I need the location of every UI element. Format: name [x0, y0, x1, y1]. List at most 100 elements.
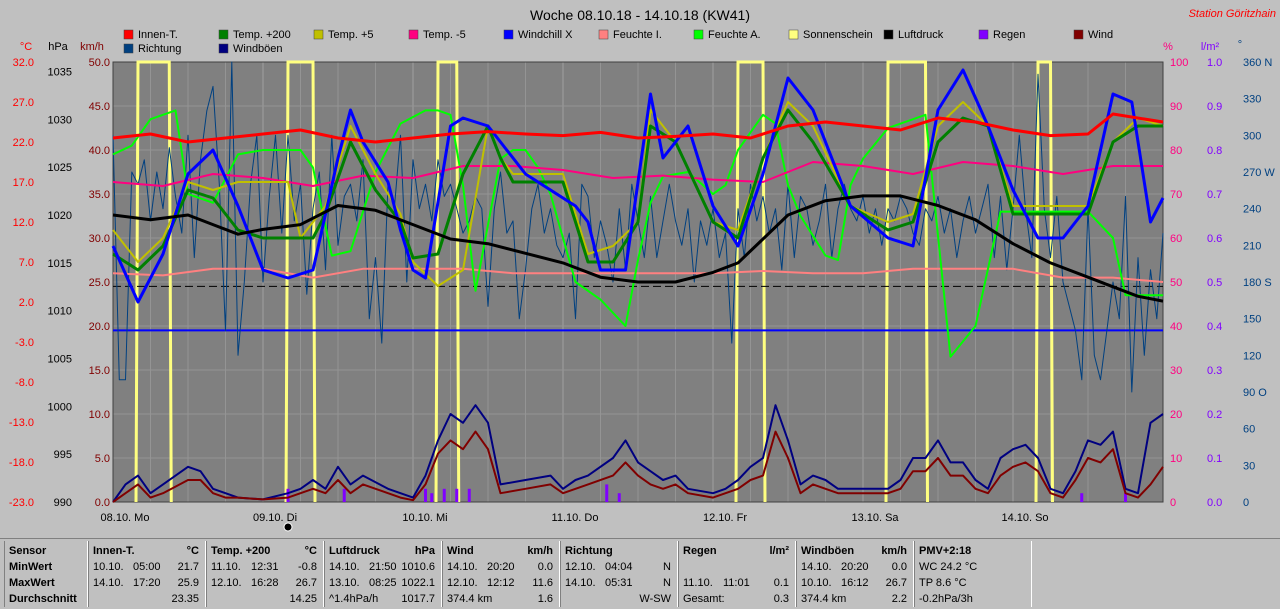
- stats-cell-time: 11:01: [723, 577, 750, 589]
- stats-cell-value: 0.0: [537, 561, 553, 573]
- stats-cell-value: 2.2: [891, 593, 907, 605]
- tick-hpa: 1020: [48, 210, 72, 222]
- chart-area: Woche 08.10.18 - 14.10.18 (KW41) Station …: [8, 7, 1276, 532]
- stats-col-unit: °C: [186, 545, 199, 557]
- tick-dir: 90 O: [1243, 387, 1267, 399]
- stats-col-head: Regen: [683, 545, 717, 557]
- stats-table: Sensor MinWert MaxWert Durchschnitt Inne…: [0, 538, 1280, 609]
- legend-swatch: [503, 29, 514, 40]
- unit-temp: °C: [20, 41, 32, 53]
- tick-pct: 100: [1170, 57, 1188, 69]
- tick-rain: 0.8: [1207, 145, 1222, 157]
- legend-label: Feuchte I.: [613, 29, 662, 41]
- legend-label: Windböen: [233, 43, 283, 55]
- stats-cell-date: Gesamt:: [683, 593, 725, 605]
- series-luftdruck: [112, 194, 1164, 303]
- stats-col-pmv-2-18: PMV+2:18 WC 24.2 °C TP 8.6 °C -0.2hPa/3h: [914, 541, 1032, 607]
- stats-cell-time: 20:20: [841, 561, 869, 573]
- stats-cell-date: 10.10.: [93, 561, 124, 573]
- stats-label-sensor: Sensor: [9, 545, 47, 557]
- tick-hpa: 1030: [48, 114, 72, 126]
- legend-label: Windchill X: [518, 29, 573, 41]
- sunshine-bar: [734, 60, 767, 503]
- tick-temp: 27.0: [13, 97, 34, 109]
- tick-rain: 0.7: [1207, 189, 1222, 201]
- tick-pct: 10: [1170, 453, 1182, 465]
- legend-label: Temp. +200: [233, 29, 291, 41]
- tick-pct: 50: [1170, 277, 1182, 289]
- legend-swatch: [978, 29, 989, 40]
- tick-day: 11.10. Do: [552, 512, 599, 524]
- tick-day: 14.10. So: [1001, 512, 1048, 524]
- stats-cell-value: 1017.7: [401, 593, 435, 605]
- rain-bar: [455, 488, 459, 502]
- rain-bar: [617, 493, 621, 502]
- stats-cell-date: 14.10.: [93, 577, 124, 589]
- legend-label: Innen-T.: [138, 29, 178, 41]
- tick-hpa: 990: [54, 497, 72, 509]
- stats-cell-date: 13.10.: [329, 577, 360, 589]
- tick-hpa: 1000: [48, 401, 72, 413]
- stats-cell-date: 14.10.: [447, 561, 478, 573]
- stats-col-unit: °C: [304, 545, 317, 557]
- tick-dir: 150: [1243, 314, 1261, 326]
- rain-bar: [286, 488, 290, 502]
- tick-kmh: 45.0: [89, 101, 110, 113]
- stats-cell-value: 21.7: [177, 561, 199, 573]
- stats-cell-date: 374.4 km: [447, 593, 493, 605]
- legend-label: Wind: [1088, 29, 1113, 41]
- tick-day: 10.10. Mi: [402, 512, 447, 524]
- tick-hpa: 995: [54, 449, 72, 461]
- tick-pct: 40: [1170, 321, 1182, 333]
- rain-bar: [442, 488, 446, 502]
- series-innen-t-: [112, 112, 1164, 144]
- stats-col-head: Innen-T.: [93, 545, 135, 557]
- tick-pct: 90: [1170, 101, 1182, 113]
- sunshine-bar: [134, 60, 173, 503]
- stats-cell-time: 12:31: [251, 561, 279, 573]
- tick-temp: 17.0: [13, 177, 34, 189]
- tick-pct: 80: [1170, 145, 1182, 157]
- stats-col-wind: Wind km/h 14.10. 20:20 0.0 12.10. 12:12 11.6 374…: [442, 541, 560, 607]
- rain-bar: [605, 484, 609, 502]
- series-wind: [112, 430, 1164, 503]
- legend-label: Feuchte A.: [708, 29, 761, 41]
- stats-cell-value: N: [663, 561, 671, 573]
- tick-kmh: 35.0: [89, 189, 110, 201]
- current-time-marker: [283, 522, 293, 532]
- stats-col-unit: l/m²: [769, 545, 789, 557]
- stats-cell-value: 26.7: [885, 577, 907, 589]
- tick-kmh: 5.0: [95, 453, 110, 465]
- sunshine-bar: [434, 60, 461, 503]
- tick-dir: 60: [1243, 424, 1255, 436]
- stats-col-head: Wind: [447, 545, 474, 557]
- tick-pct: 20: [1170, 409, 1182, 421]
- stats-cell-value: 1010.6: [401, 561, 435, 573]
- rain-bar: [467, 488, 471, 502]
- stats-cell-date: TP 8.6 °C: [919, 577, 967, 589]
- stats-cell-value: 25.9: [177, 577, 199, 589]
- stats-col-head: Windböen: [801, 545, 855, 557]
- tick-pct: 0: [1170, 497, 1176, 509]
- series-windb-en: [112, 404, 1164, 503]
- tick-hpa: 1035: [48, 67, 72, 79]
- tick-kmh: 0.0: [95, 497, 110, 509]
- tick-hpa: 1025: [48, 162, 72, 174]
- tick-rain: 0.6: [1207, 233, 1222, 245]
- tick-dir: 240: [1243, 204, 1261, 216]
- series-windchill-x: [111, 68, 1165, 304]
- legend-swatch: [598, 29, 609, 40]
- stats-cell-date: ^1.4hPa/h: [329, 593, 379, 605]
- tick-pct: 30: [1170, 365, 1182, 377]
- legend-swatch: [1073, 29, 1084, 40]
- tick-rain: 1.0: [1207, 57, 1222, 69]
- legend-label: Temp. -5: [423, 29, 466, 41]
- tick-day: 08.10. Mo: [101, 512, 150, 524]
- unit-deg: °: [1238, 39, 1242, 51]
- stats-col-unit: km/h: [881, 545, 907, 557]
- stats-label-avg: Durchschnitt: [9, 593, 77, 605]
- tick-temp: -18.0: [9, 457, 34, 469]
- tick-hpa: 1005: [48, 354, 72, 366]
- tick-temp: -3.0: [15, 337, 34, 349]
- series-temp-200: [112, 108, 1163, 272]
